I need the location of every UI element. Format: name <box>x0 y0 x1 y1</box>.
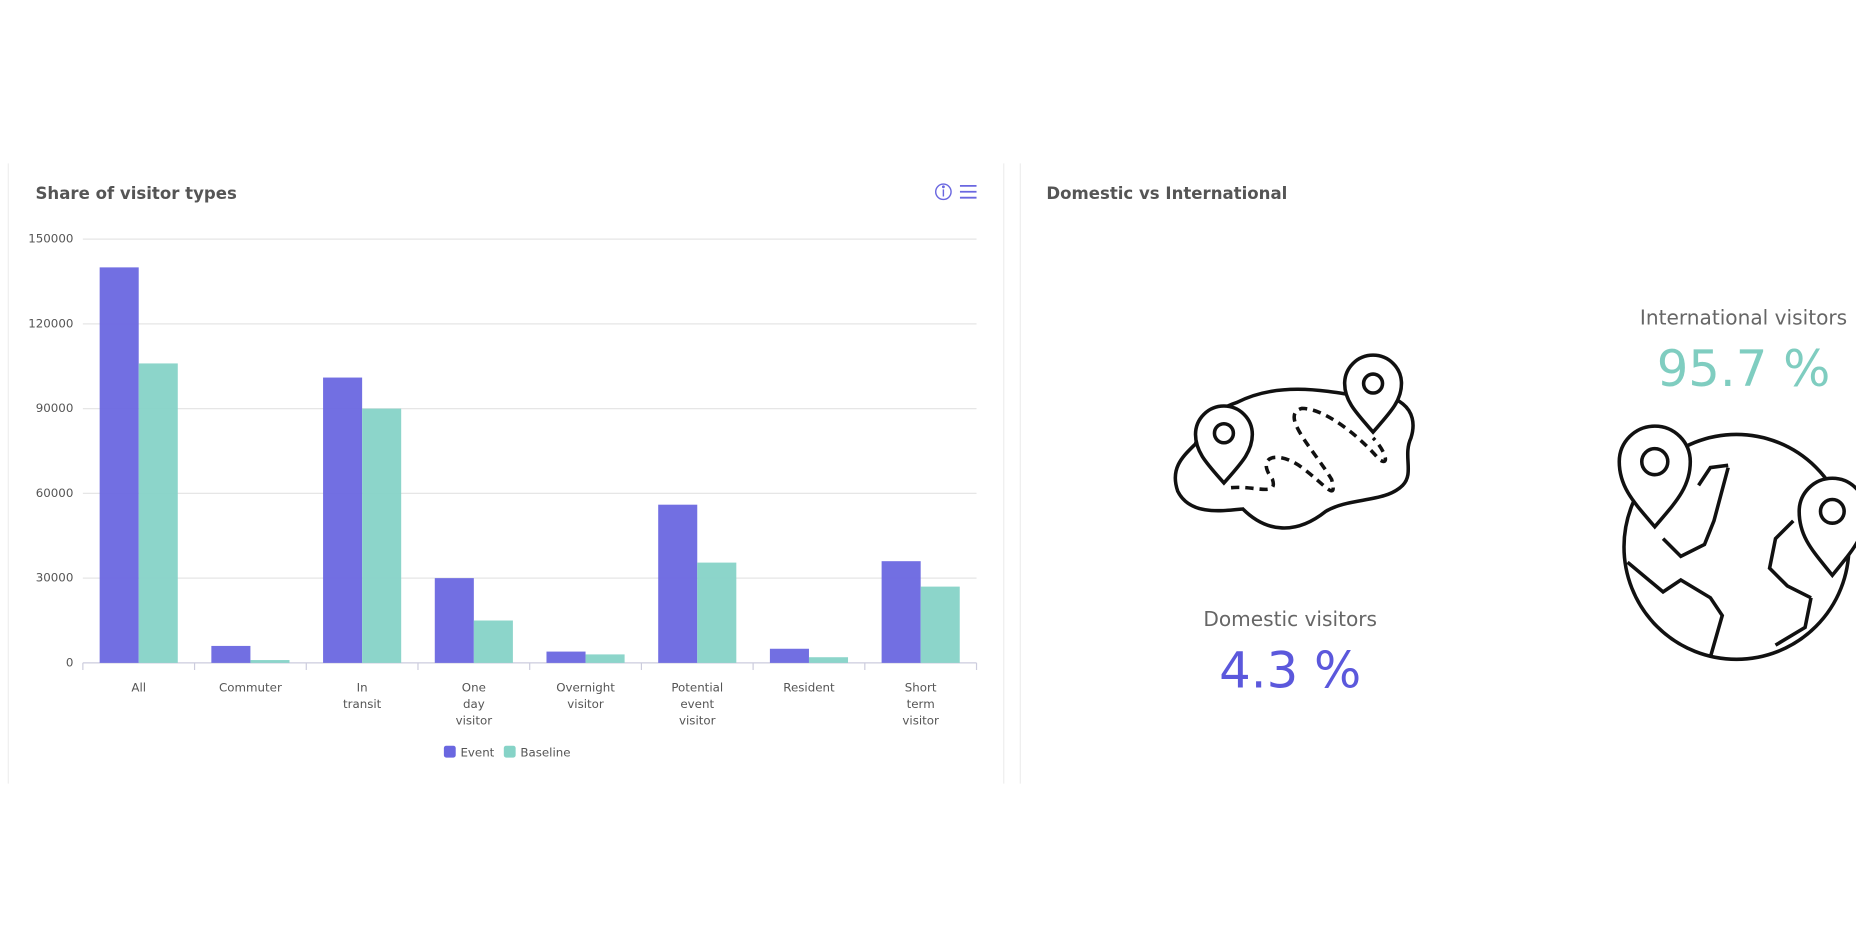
bar <box>697 562 737 663</box>
bar <box>138 363 178 663</box>
x-tick-label: Short term visitor <box>902 680 939 727</box>
x-tick-label: One day visitor <box>456 680 493 727</box>
menu-icon[interactable] <box>959 184 977 199</box>
map-icon <box>1173 353 1415 530</box>
bar <box>473 620 513 663</box>
stat-value: 95.7 % <box>1657 340 1831 398</box>
x-tick-label: Overnight visitor <box>556 680 615 711</box>
bar <box>546 651 586 663</box>
y-tick-label: 0 <box>66 655 74 669</box>
bar <box>769 648 809 663</box>
chart-title: Share of visitor types <box>36 184 237 203</box>
stat-label: Domestic visitors <box>1203 607 1377 631</box>
stat-value: 4.3 % <box>1219 642 1361 700</box>
y-tick-label: 150000 <box>28 232 73 246</box>
bar <box>808 657 849 663</box>
x-tick-label: All <box>131 680 146 694</box>
legend-swatch[interactable] <box>503 745 516 758</box>
bar <box>585 654 625 663</box>
y-tick-label: 90000 <box>36 401 74 415</box>
panel-title: Domestic vs International <box>1046 184 1287 203</box>
bar <box>434 578 474 663</box>
bar <box>881 561 921 663</box>
globe-icon <box>1617 424 1856 662</box>
bar <box>362 408 402 663</box>
stat-label: International visitors <box>1640 305 1847 329</box>
y-tick-label: 120000 <box>28 316 73 330</box>
bar <box>211 645 251 663</box>
legend-label: Event <box>460 745 494 759</box>
bar <box>99 267 139 663</box>
x-tick-label: Commuter <box>219 680 282 694</box>
bar <box>250 660 290 663</box>
bar <box>323 377 363 663</box>
info-icon[interactable] <box>934 183 952 201</box>
legend-swatch[interactable] <box>443 745 456 758</box>
x-tick-label: Potential event visitor <box>671 680 723 727</box>
bar <box>658 504 698 663</box>
bar <box>920 586 960 663</box>
y-tick-label: 30000 <box>36 571 74 585</box>
x-tick-label: Resident <box>783 680 835 694</box>
x-tick-label: In transit <box>343 680 382 711</box>
y-tick-label: 60000 <box>36 486 74 500</box>
legend-label: Baseline <box>520 745 570 759</box>
